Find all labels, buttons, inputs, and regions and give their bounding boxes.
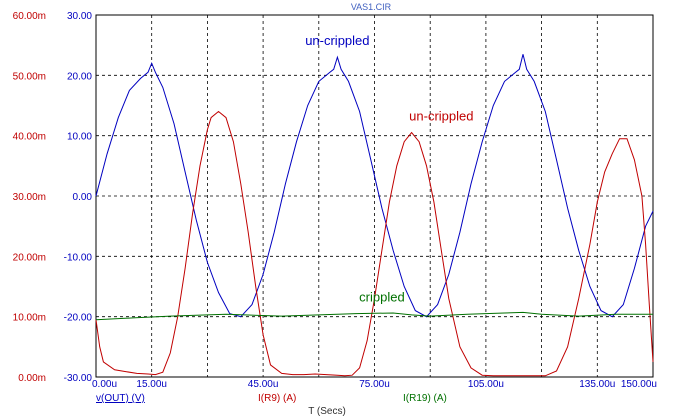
right-axis-ticks: 30.00 20.00 10.00 0.00 -10.00 -20.00 -30.00 [64,11,93,384]
right-tick-label: 30.00 [67,11,92,22]
x-tick-label: 75.00u [359,379,390,390]
left-tick-label: 0.00m [18,373,46,384]
legend-entry-1: v(OUT) (V) [96,393,145,404]
right-tick-label: -20.00 [64,313,93,324]
annotation-label-3: crippled [359,290,405,305]
right-tick-label: -30.00 [64,373,93,384]
right-tick-label: 20.00 [67,71,92,82]
series-line-2 [95,110,654,377]
series-layer [95,54,654,377]
x-tick-label: 45.00u [248,379,279,390]
left-tick-label: 50.00m [13,71,46,82]
x-tick-label: 15.00u [136,379,167,390]
annotation-layer: un-crippled un-crippled crippled [305,33,473,304]
left-tick-label: 40.00m [13,132,46,143]
legend-entry-2: I(R9) (A) [258,393,296,404]
annotation-label-2: un-crippled [409,109,473,124]
x-tick-label: 150.00u [621,379,657,390]
x-axis-label: T (Secs) [308,406,346,417]
left-tick-label: 10.00m [13,313,46,324]
series-line-1 [95,54,654,318]
left-tick-label: 60.00m [13,11,46,22]
right-tick-label: -10.00 [64,252,93,263]
right-tick-label: 0.00 [73,192,93,203]
legend: v(OUT) (V) I(R9) (A) I(R19) (A) [96,393,447,404]
grid-lines [96,15,653,377]
annotation-label-1: un-crippled [305,33,369,48]
x-axis-ticks: 0.00u 15.00u 45.00u 75.00u 105.00u 135.00u 150… [92,379,657,390]
x-tick-label: 135.00u [579,379,615,390]
left-tick-label: 30.00m [13,192,46,203]
left-axis-ticks: 60.00m 50.00m 40.00m 30.00m 20.00m 10.00m 0.00… [13,11,46,384]
chart-title: VAS1.CIR [351,2,392,12]
legend-entry-3: I(R19) (A) [403,393,447,404]
right-tick-label: 10.00 [67,132,92,143]
x-tick-label: 105.00u [468,379,504,390]
x-tick-label: 0.00u [92,379,117,390]
series-line-3 [95,311,653,321]
left-tick-label: 20.00m [13,252,46,263]
